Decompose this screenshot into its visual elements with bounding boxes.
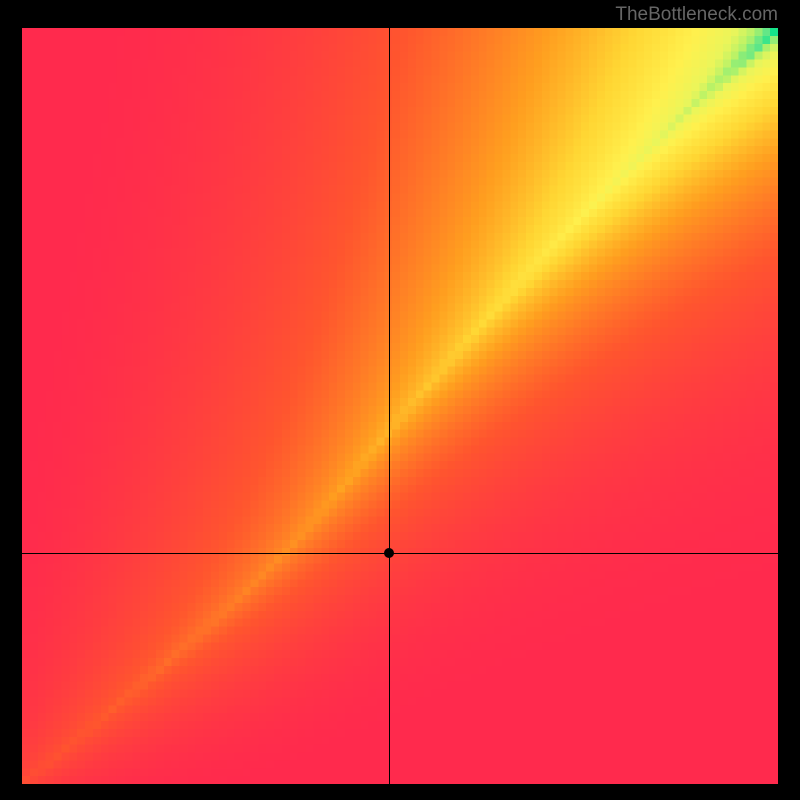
watermark-text: TheBottleneck.com [615,4,778,26]
crosshair-horizontal [22,553,778,554]
crosshair-vertical [389,28,390,784]
heatmap-plot [22,28,778,784]
crosshair-marker [384,548,394,558]
heatmap-canvas [22,28,778,784]
